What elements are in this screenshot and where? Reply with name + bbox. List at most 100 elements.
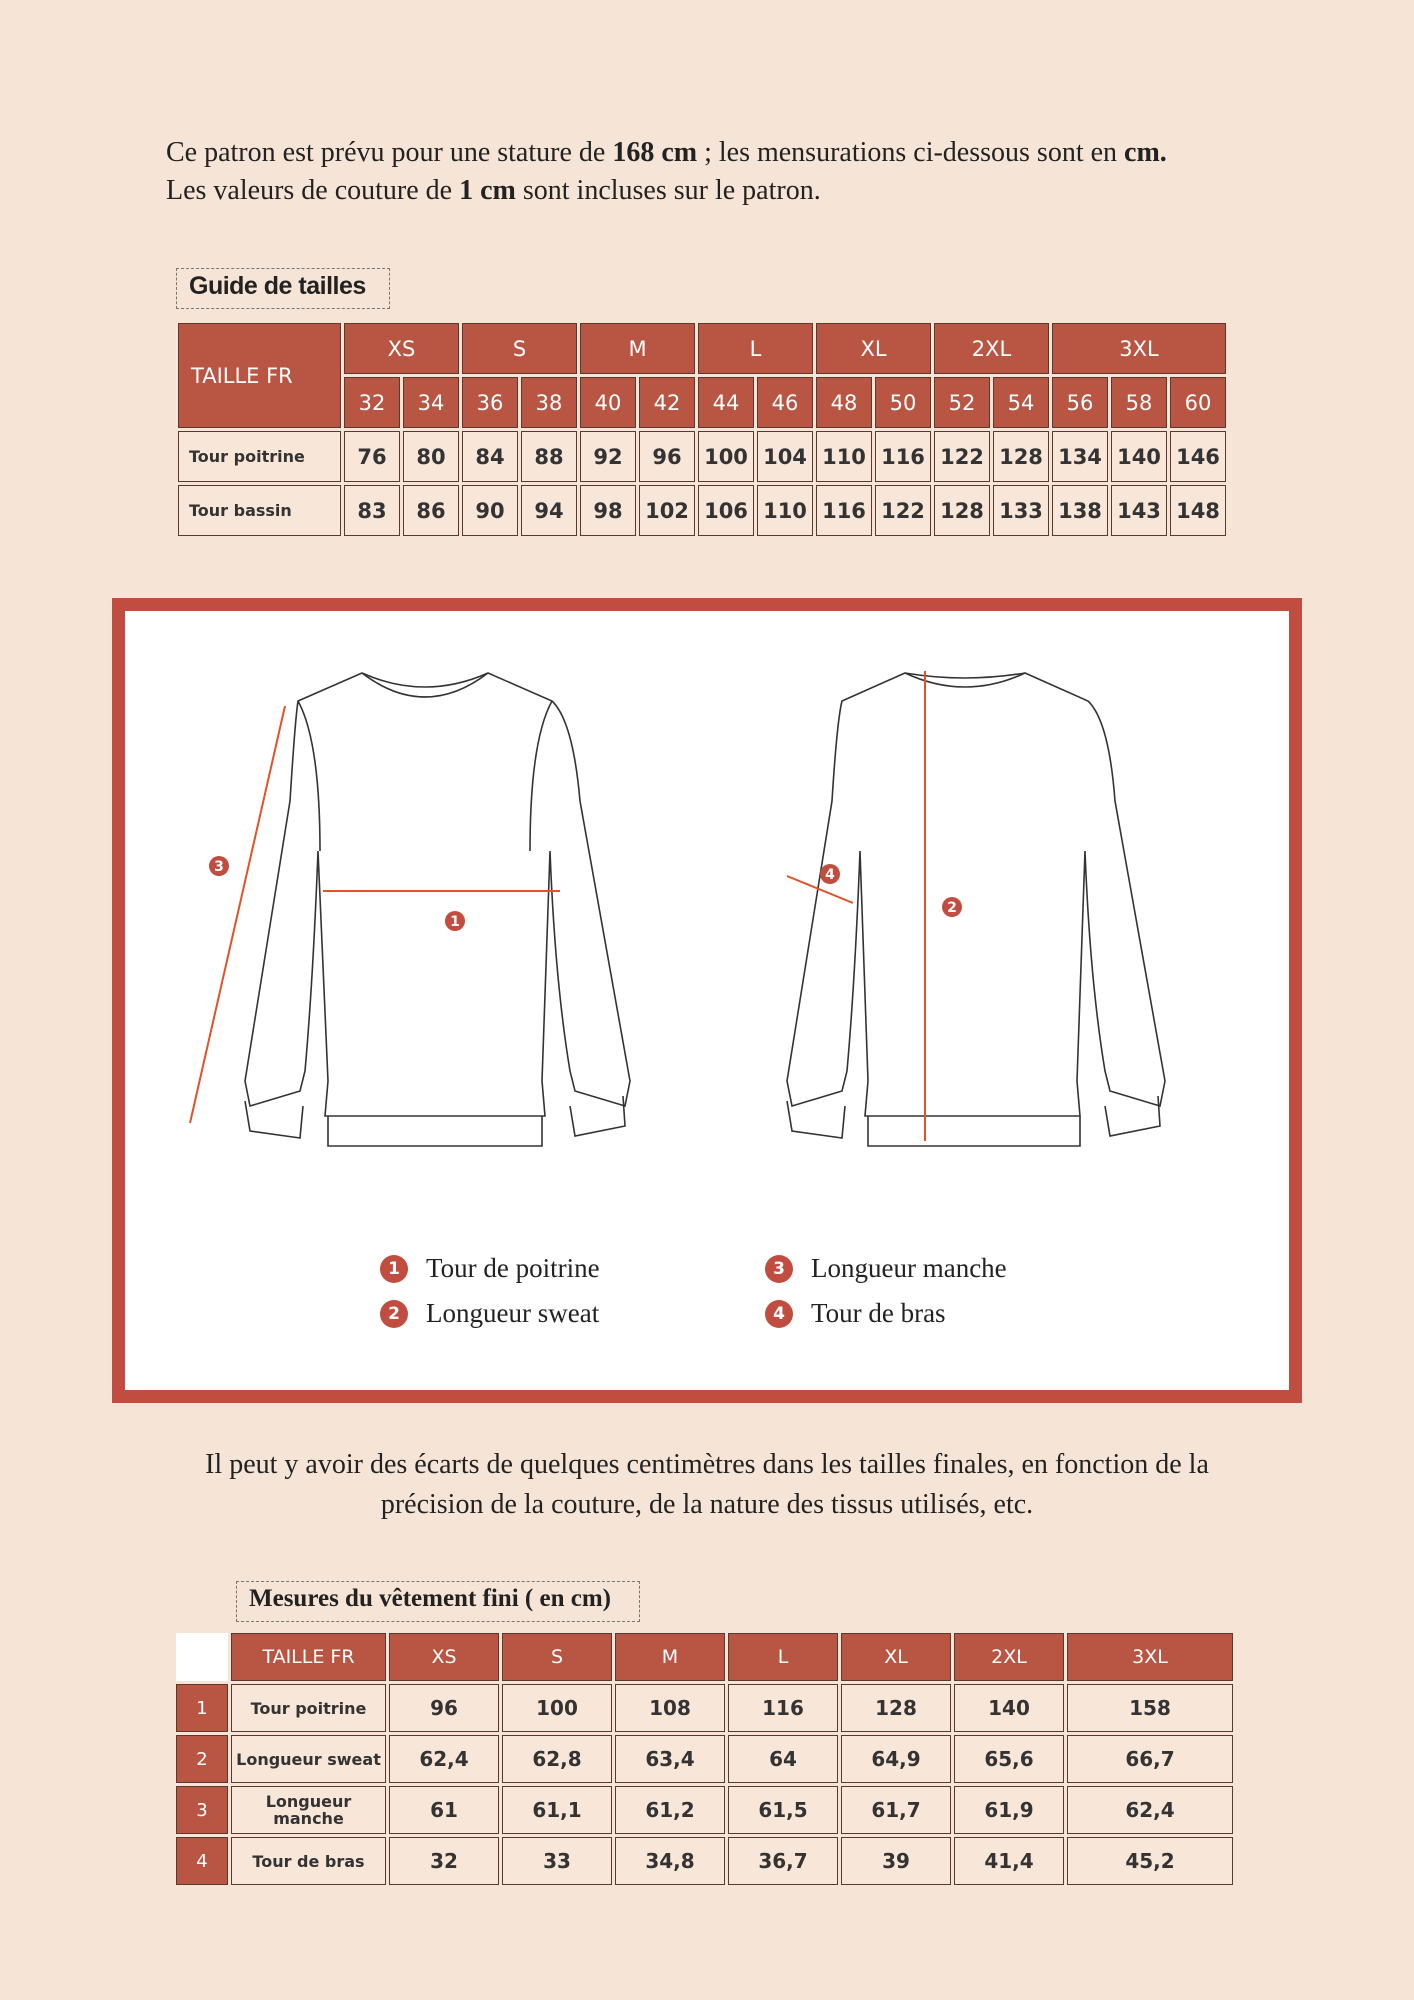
size-header-3xl: 3XL xyxy=(1067,1633,1233,1681)
measure-cell: 122 xyxy=(875,485,931,536)
measure-cell: 76 xyxy=(344,431,400,482)
size-header-xs: XS xyxy=(389,1633,499,1681)
legend-label: Tour de poitrine xyxy=(426,1253,600,1283)
measure-cell: 94 xyxy=(521,485,577,536)
measure-cell: 36,7 xyxy=(728,1837,838,1885)
measure-cell: 61 xyxy=(389,1786,499,1834)
marker-4 xyxy=(820,864,840,884)
measure-cell: 158 xyxy=(1067,1684,1233,1732)
back-cuff-right xyxy=(1104,1095,1161,1137)
legend-item: 4 Tour de bras xyxy=(765,1298,946,1329)
row-number: 2 xyxy=(176,1735,228,1783)
measure-cell: 92 xyxy=(580,431,636,482)
size-number: 38 xyxy=(521,377,577,428)
intro-text-part: Les valeurs de couture de xyxy=(166,175,460,206)
front-sleeve-seam-left xyxy=(297,700,321,852)
size-header-2xl: 2XL xyxy=(954,1633,1064,1681)
row-label: Tour de bras xyxy=(231,1837,386,1885)
intro-text: Ce patron est prévu pour une stature de … xyxy=(166,134,1167,210)
measure-cell: 83 xyxy=(344,485,400,536)
measure-cell: 138 xyxy=(1052,485,1108,536)
tolerance-note: Il peut y avoir des écarts de quelques c… xyxy=(0,1445,1414,1525)
measure-cell: 110 xyxy=(757,485,813,536)
stature-value: 168 cm xyxy=(612,137,698,168)
size-number: 52 xyxy=(934,377,990,428)
table-row: 1 Tour poitrine 96 100 108 116 128 140 158 xyxy=(176,1684,1233,1732)
measure-cell: 61,9 xyxy=(954,1786,1064,1834)
legend-item: 1 Tour de poitrine xyxy=(380,1253,600,1284)
front-cuff-left xyxy=(244,1100,304,1139)
legend-number-icon: 2 xyxy=(380,1299,408,1328)
measure-cell: 45,2 xyxy=(1067,1837,1233,1885)
size-guide-title: Guide de tailles xyxy=(176,268,390,309)
measure-cell: 61,5 xyxy=(728,1786,838,1834)
back-cuff-left xyxy=(786,1100,846,1139)
table-row: 4 Tour de bras 32 33 34,8 36,7 39 41,4 45,2 xyxy=(176,1837,1233,1885)
back-hem-rib xyxy=(867,1116,1081,1147)
size-header-m: M xyxy=(615,1633,725,1681)
diagram-frame: 1 2 3 4 xyxy=(112,598,1302,1403)
measure-cell: 64 xyxy=(728,1735,838,1783)
measure-cell: 104 xyxy=(757,431,813,482)
measure-cell: 140 xyxy=(1111,431,1167,482)
legend-label: Longueur sweat xyxy=(426,1298,600,1328)
size-number: 40 xyxy=(580,377,636,428)
back-sweater-outline xyxy=(786,672,1166,1117)
measure-cell: 106 xyxy=(698,485,754,536)
measure-cell: 62,4 xyxy=(1067,1786,1233,1834)
measure-cell: 63,4 xyxy=(615,1735,725,1783)
measure-cell: 33 xyxy=(502,1837,612,1885)
measure-cell: 146 xyxy=(1170,431,1226,482)
measure-cell: 116 xyxy=(875,431,931,482)
size-number: 54 xyxy=(993,377,1049,428)
marker-2 xyxy=(942,897,962,917)
size-header-s: S xyxy=(502,1633,612,1681)
size-number: 42 xyxy=(639,377,695,428)
size-number: 44 xyxy=(698,377,754,428)
size-header-2xl: 2XL xyxy=(934,323,1049,374)
measure-cell: 86 xyxy=(403,485,459,536)
measure-cell: 128 xyxy=(934,485,990,536)
measure-cell: 34,8 xyxy=(615,1837,725,1885)
size-number: 56 xyxy=(1052,377,1108,428)
size-header-s: S xyxy=(462,323,577,374)
measure-cell: 90 xyxy=(462,485,518,536)
size-number: 36 xyxy=(462,377,518,428)
table-row: 3 Longueur manche 61 61,1 61,2 61,5 61,7 61,9 62… xyxy=(176,1786,1233,1834)
front-hem-rib xyxy=(327,1116,543,1147)
measure-cell: 61,7 xyxy=(841,1786,951,1834)
size-number: 50 xyxy=(875,377,931,428)
sweater-diagram: 1 2 3 4 xyxy=(189,671,1166,1147)
legend-number-icon: 3 xyxy=(765,1254,793,1283)
intro-text-part: Ce patron est prévu pour une stature de xyxy=(166,137,613,168)
measure-cell: 62,4 xyxy=(389,1735,499,1783)
measure-cell: 96 xyxy=(639,431,695,482)
arrow-tour-bras xyxy=(786,875,854,904)
measure-cell: 143 xyxy=(1111,485,1167,536)
measure-cell: 134 xyxy=(1052,431,1108,482)
measure-cell: 140 xyxy=(954,1684,1064,1732)
row-label: Tour poitrine xyxy=(178,431,341,482)
marker-3-label: 3 xyxy=(214,859,224,875)
measure-cell: 41,4 xyxy=(954,1837,1064,1885)
taille-fr-header: TAILLE FR xyxy=(178,323,341,428)
row-number: 3 xyxy=(176,1786,228,1834)
legend-item: 3 Longueur manche xyxy=(765,1253,1007,1284)
measure-cell: 88 xyxy=(521,431,577,482)
measure-cell: 62,8 xyxy=(502,1735,612,1783)
size-guide-table: TAILLE FR XS S M L XL 2XL 3XL 32 34 36 38 40 42 44 46 4… xyxy=(175,320,1229,539)
row-label: Tour poitrine xyxy=(231,1684,386,1732)
measure-cell: 148 xyxy=(1170,485,1226,536)
size-header-m: M xyxy=(580,323,695,374)
table-row: 2 Longueur sweat 62,4 62,8 63,4 64 64,9 65,6 66,… xyxy=(176,1735,1233,1783)
size-number: 46 xyxy=(757,377,813,428)
measure-cell: 61,1 xyxy=(502,1786,612,1834)
seam-value: 1 cm xyxy=(459,175,516,206)
measure-cell: 61,2 xyxy=(615,1786,725,1834)
measure-cell: 102 xyxy=(639,485,695,536)
measure-cell: 65,6 xyxy=(954,1735,1064,1783)
note-line: précision de la couture, de la nature de… xyxy=(380,1489,1034,1520)
size-header-xs: XS xyxy=(344,323,459,374)
row-label: Tour bassin xyxy=(178,485,341,536)
